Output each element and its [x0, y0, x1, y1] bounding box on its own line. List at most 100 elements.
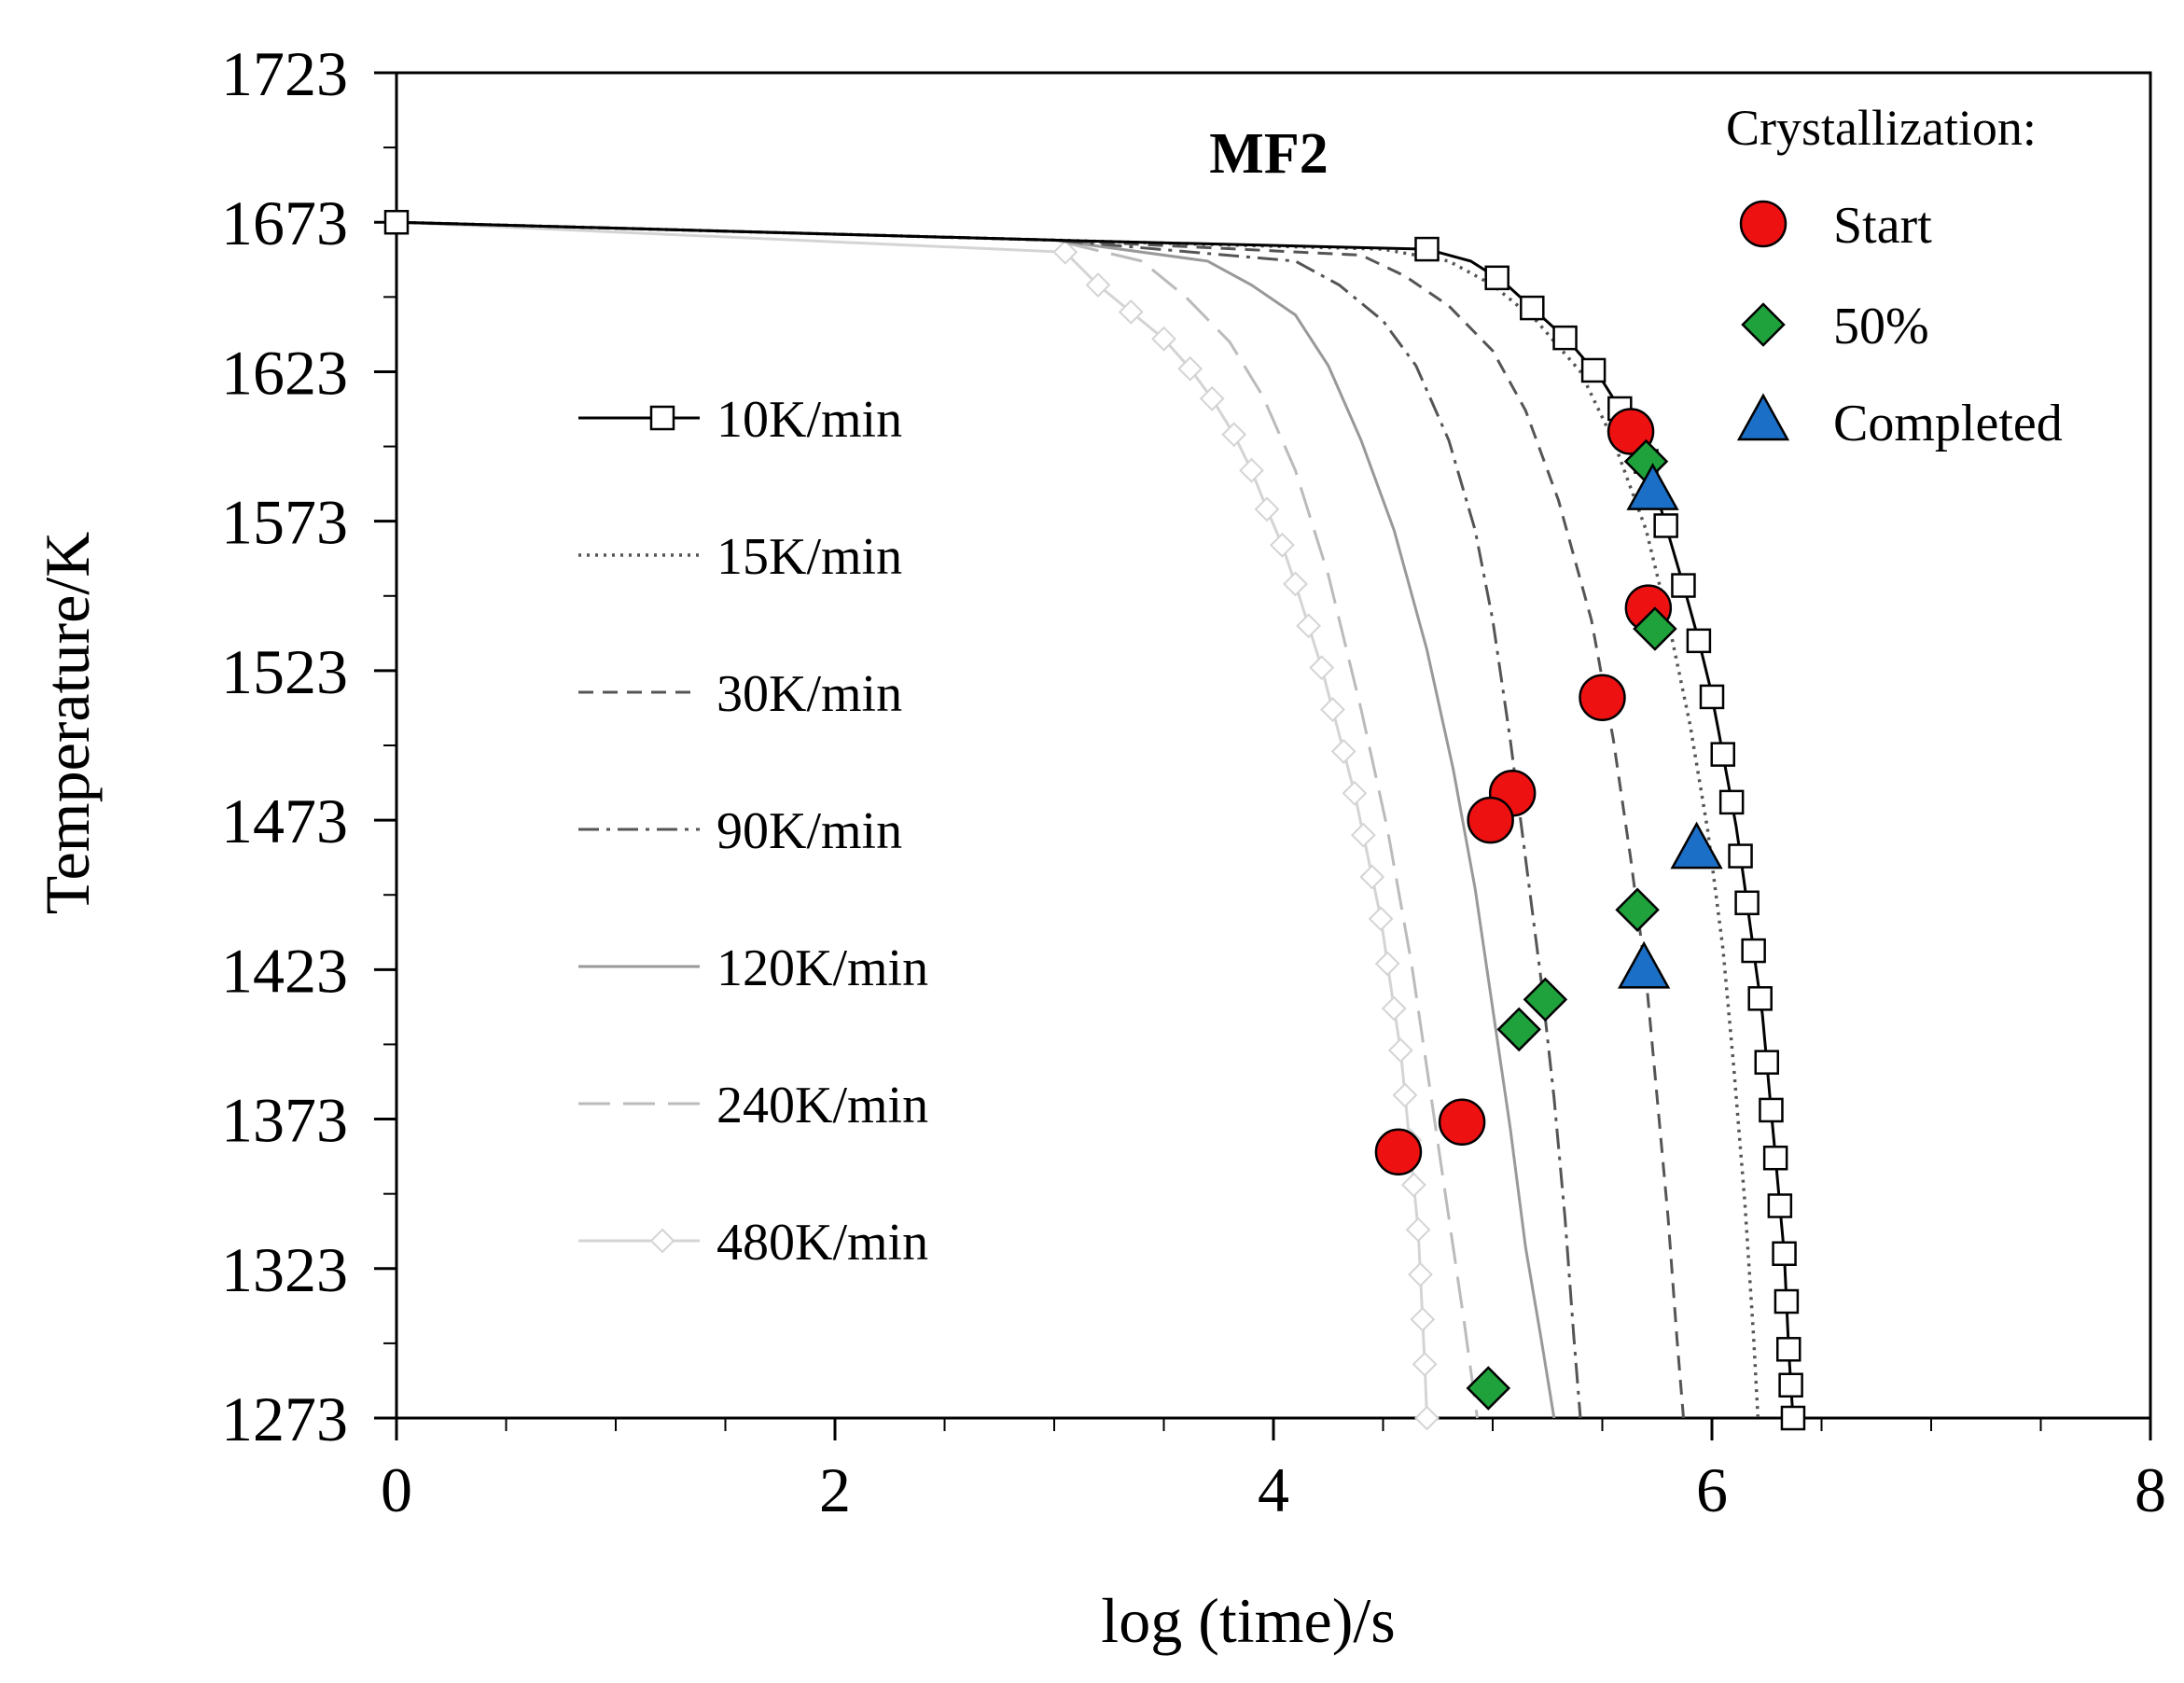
- legend-label-240k-min: 240K/min: [716, 1077, 928, 1134]
- series-marker-10k-min: [1772, 1241, 1797, 1267]
- series-marker-480k-min: [1387, 1037, 1413, 1064]
- series-marker-10k-min: [1747, 986, 1773, 1011]
- series-layer: [383, 209, 1806, 1431]
- legend-marker-480k-min: [649, 1228, 675, 1254]
- series-marker-480k-min: [1412, 1351, 1438, 1377]
- y-tick-label: 1273: [221, 1384, 348, 1454]
- x-tick-label: 0: [381, 1454, 412, 1525]
- series-marker-480k-min: [1254, 496, 1280, 522]
- series-marker-10k-min: [1734, 890, 1760, 916]
- x-tick-label: 8: [2135, 1454, 2166, 1525]
- legend-fifty-label: 50%: [1833, 298, 1929, 355]
- series-marker-480k-min: [1239, 457, 1264, 483]
- series-marker-480k-min: [1296, 613, 1322, 639]
- axes-layer: 1273 1323 1373 1423 1473 1523 1573 1623 1673 1723…: [221, 38, 2166, 1525]
- series-marker-480k-min: [1374, 951, 1400, 977]
- series-marker-480k-min: [1381, 995, 1407, 1022]
- series-marker-10k-min: [1484, 265, 1509, 291]
- fifty-marker: [1496, 1007, 1541, 1052]
- series-marker-480k-min: [1405, 1217, 1431, 1243]
- legend-fifty-icon: [1741, 302, 1786, 347]
- series-marker-480k-min: [1085, 272, 1111, 298]
- legend-label-120k-min: 120K/min: [716, 939, 928, 997]
- legend-label-10k-min: 10K/min: [716, 391, 902, 449]
- fifty-marker: [1523, 977, 1568, 1022]
- x-axis-label: log (time)/s: [1101, 1585, 1395, 1656]
- series-marker-480k-min: [1052, 239, 1078, 265]
- series-marker-10k-min: [1741, 938, 1766, 964]
- series-marker-10k-min: [1520, 295, 1545, 321]
- series-marker-10k-min: [1767, 1193, 1793, 1218]
- series-marker-10k-min: [1710, 742, 1735, 767]
- series-marker-480k-min: [1283, 571, 1308, 597]
- y-tick-label: 1323: [221, 1234, 348, 1305]
- fifty-marker: [1633, 606, 1677, 651]
- series-marker-10k-min: [1728, 843, 1753, 869]
- series-marker-480k-min: [1309, 655, 1335, 681]
- series-marker-480k-min: [1342, 780, 1368, 806]
- legend-title: Crystallization:: [1726, 100, 2037, 156]
- series-marker-10k-min: [1780, 1405, 1806, 1431]
- series-marker-480k-min: [1359, 864, 1385, 890]
- completed-marker: [1626, 463, 1679, 510]
- legend-marker-10k-min: [649, 405, 675, 431]
- series-marker-480k-min: [1400, 1172, 1426, 1198]
- series-marker-10k-min: [1778, 1372, 1803, 1398]
- y-axis-label: Temperature/K: [32, 532, 103, 915]
- plot-frame: [395, 71, 2152, 1420]
- series-marker-10k-min: [1762, 1145, 1788, 1171]
- series-marker-10k-min: [1718, 789, 1745, 815]
- start-marker: [1579, 674, 1626, 721]
- series-marker-480k-min: [1151, 326, 1176, 352]
- completed-marker: [1618, 940, 1671, 989]
- series-line-10k-min: [396, 220, 1795, 1419]
- y-tick-label: 1423: [221, 935, 348, 1006]
- y-tick-label: 1473: [221, 786, 348, 856]
- series-marker-480k-min: [1269, 532, 1295, 558]
- crystallization-layer: [1374, 408, 1723, 1411]
- series-marker-480k-min: [1392, 1082, 1418, 1108]
- completed-marker: [1670, 821, 1723, 869]
- x-tick-label: 6: [1696, 1454, 1728, 1525]
- y-tick-label: 1673: [221, 188, 348, 258]
- x-tick-label: 2: [819, 1454, 851, 1525]
- y-tick-label: 1623: [221, 337, 348, 408]
- series-marker-480k-min: [1177, 355, 1203, 382]
- start-marker: [1467, 796, 1514, 844]
- series-line-240k-min: [396, 220, 1479, 1419]
- fifty-marker: [1615, 887, 1660, 933]
- series-marker-480k-min: [1221, 422, 1247, 448]
- series-marker-10k-min: [1686, 628, 1712, 654]
- series-marker-10k-min: [1754, 1050, 1779, 1075]
- series-line-90k-min: [396, 220, 1582, 1419]
- start-marker: [1374, 1128, 1423, 1176]
- legend-label-15k-min: 15K/min: [716, 528, 902, 586]
- series-marker-480k-min: [1330, 738, 1356, 764]
- series-line-15k-min: [396, 220, 1760, 1419]
- series-marker-10k-min: [1671, 573, 1696, 598]
- series-line-120k-min: [396, 220, 1556, 1419]
- series-marker-480k-min: [1350, 822, 1376, 848]
- series-marker-10k-min: [1699, 684, 1725, 710]
- start-marker: [1438, 1098, 1486, 1147]
- y-tick-label: 1573: [221, 487, 348, 558]
- series-marker-480k-min: [1320, 697, 1345, 722]
- series-marker-480k-min: [1199, 385, 1225, 411]
- fifty-marker: [1466, 1366, 1511, 1411]
- series-marker-480k-min: [1410, 1306, 1436, 1332]
- y-tick-label: 1373: [221, 1085, 348, 1156]
- legend-label-480k-min: 480K/min: [716, 1214, 928, 1272]
- legend: 10K/min 15K/min 30K/min 90K/min 120K/min 240K…: [578, 197, 2063, 1272]
- legend-completed-icon: [1736, 393, 1790, 441]
- legend-label-30k-min: 30K/min: [716, 665, 902, 723]
- series-marker-10k-min: [1414, 236, 1440, 262]
- y-tick-label: 1523: [221, 636, 348, 707]
- series-marker-480k-min: [1118, 299, 1144, 325]
- series-marker-10k-min: [1580, 357, 1607, 383]
- series-marker-480k-min: [1414, 1405, 1440, 1431]
- legend-start-label: Start: [1833, 197, 1932, 255]
- series-marker-10k-min: [1552, 325, 1578, 351]
- x-tick-label: 4: [1258, 1454, 1289, 1525]
- series-marker-10k-min: [1774, 1288, 1800, 1314]
- legend-label-90k-min: 90K/min: [716, 802, 902, 860]
